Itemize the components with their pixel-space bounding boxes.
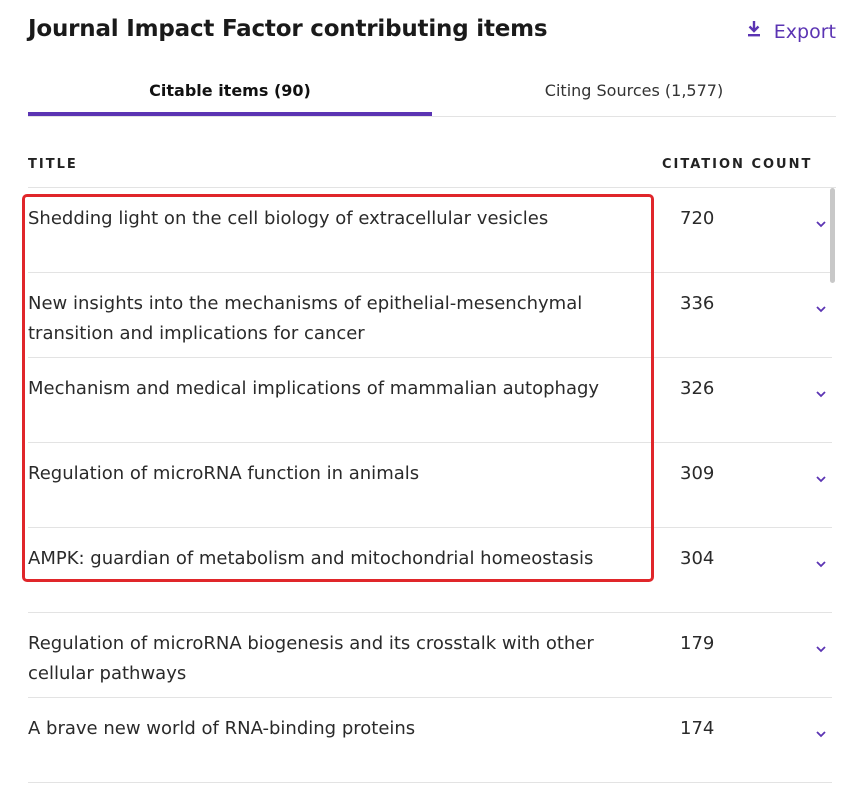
table-row[interactable]: Regulation of microRNA function in anima… — [28, 443, 832, 528]
item-title[interactable]: New insights into the mechanisms of epit… — [28, 293, 583, 344]
citation-count: 720 — [680, 208, 715, 229]
chevron-down-icon[interactable] — [814, 642, 828, 656]
table-row[interactable]: AMPK: guardian of metabolism and mitocho… — [28, 528, 832, 613]
item-title[interactable]: A brave new world of RNA-binding protein… — [28, 718, 416, 739]
table-row[interactable]: A brave new world of RNA-binding protein… — [28, 698, 832, 783]
item-title[interactable]: Mechanism and medical implications of ma… — [28, 378, 600, 399]
chevron-down-icon[interactable] — [814, 217, 828, 231]
item-title[interactable]: AMPK: guardian of metabolism and mitocho… — [28, 548, 594, 569]
citation-count: 336 — [680, 293, 715, 314]
items-table: Shedding light on the cell biology of ex… — [28, 188, 832, 783]
export-label: Export — [773, 20, 836, 43]
column-header-citation-count[interactable]: CITATION COUNT — [662, 157, 813, 172]
chevron-down-icon[interactable] — [814, 302, 828, 316]
page-title: Journal Impact Factor contributing items — [28, 16, 548, 42]
item-title[interactable]: Shedding light on the cell biology of ex… — [28, 208, 549, 229]
tab-citable-items[interactable]: Citable items (90) — [28, 70, 432, 116]
citation-count: 309 — [680, 463, 715, 484]
tab-citing-sources[interactable]: Citing Sources (1,577) — [544, 81, 724, 100]
citation-count: 179 — [680, 633, 715, 654]
chevron-down-icon[interactable] — [814, 472, 828, 486]
item-title[interactable]: Regulation of microRNA function in anima… — [28, 463, 420, 484]
table-row[interactable]: New insights into the mechanisms of epit… — [28, 273, 832, 358]
table-row[interactable]: Regulation of microRNA biogenesis and it… — [28, 613, 832, 698]
chevron-down-icon[interactable] — [814, 727, 828, 741]
citation-count: 174 — [680, 718, 715, 739]
export-button[interactable]: Export — [746, 20, 836, 43]
chevron-down-icon[interactable] — [814, 557, 828, 571]
table-row[interactable]: Mechanism and medical implications of ma… — [28, 358, 832, 443]
item-title[interactable]: Regulation of microRNA biogenesis and it… — [28, 633, 594, 684]
tab-bar: Citable items (90) Citing Sources (1,577… — [28, 70, 836, 117]
chevron-down-icon[interactable] — [814, 387, 828, 401]
header-divider — [28, 187, 836, 188]
column-header-title[interactable]: TITLE — [28, 157, 78, 172]
download-icon — [746, 20, 762, 43]
scrollbar-thumb[interactable] — [830, 188, 835, 283]
citation-count: 304 — [680, 548, 715, 569]
citation-count: 326 — [680, 378, 715, 399]
table-row[interactable]: Shedding light on the cell biology of ex… — [28, 188, 832, 273]
